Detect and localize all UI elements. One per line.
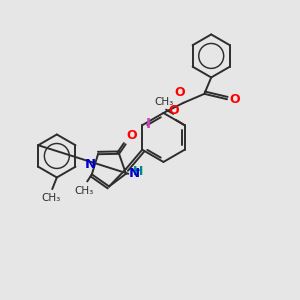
Text: CH₃: CH₃ (155, 97, 174, 107)
Text: N: N (129, 167, 140, 180)
Text: O: O (174, 86, 184, 99)
Text: CH₃: CH₃ (75, 186, 94, 196)
Text: O: O (229, 93, 240, 106)
Text: O: O (126, 129, 137, 142)
Text: I: I (146, 117, 151, 131)
Text: N: N (85, 158, 96, 171)
Text: H: H (132, 165, 143, 178)
Text: O: O (168, 104, 178, 117)
Text: CH₃: CH₃ (42, 193, 61, 203)
